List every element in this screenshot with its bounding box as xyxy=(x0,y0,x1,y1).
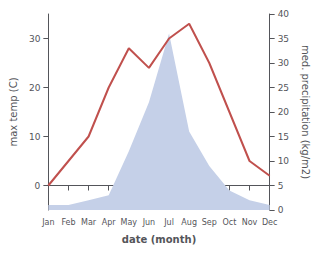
svg-text:med. precipitation (kg/m2): med. precipitation (kg/m2) xyxy=(300,45,311,179)
svg-text:date (month): date (month) xyxy=(122,234,196,245)
svg-text:Aug: Aug xyxy=(181,218,197,227)
svg-text:max temp (C): max temp (C) xyxy=(8,77,19,146)
svg-text:25: 25 xyxy=(278,83,289,93)
svg-text:20: 20 xyxy=(278,107,290,117)
svg-text:Mar: Mar xyxy=(81,218,97,227)
svg-text:0: 0 xyxy=(35,181,41,191)
svg-text:Jul: Jul xyxy=(163,218,174,227)
svg-text:10: 10 xyxy=(278,156,290,166)
svg-text:Feb: Feb xyxy=(61,218,75,227)
svg-text:May: May xyxy=(121,218,138,227)
svg-text:Apr: Apr xyxy=(102,218,117,227)
svg-text:35: 35 xyxy=(278,34,289,44)
svg-text:Dec: Dec xyxy=(262,218,277,227)
svg-text:10: 10 xyxy=(29,132,41,142)
svg-text:30: 30 xyxy=(29,34,41,44)
svg-text:Nov: Nov xyxy=(242,218,258,227)
svg-text:20: 20 xyxy=(29,83,41,93)
svg-text:30: 30 xyxy=(278,58,290,68)
svg-text:40: 40 xyxy=(278,9,290,19)
svg-text:15: 15 xyxy=(278,132,289,142)
svg-text:Jun: Jun xyxy=(142,218,156,227)
svg-text:Oct: Oct xyxy=(222,218,236,227)
svg-text:5: 5 xyxy=(278,181,284,191)
svg-text:Jan: Jan xyxy=(41,218,54,227)
svg-text:0: 0 xyxy=(278,205,284,215)
svg-text:Sep: Sep xyxy=(202,218,217,227)
